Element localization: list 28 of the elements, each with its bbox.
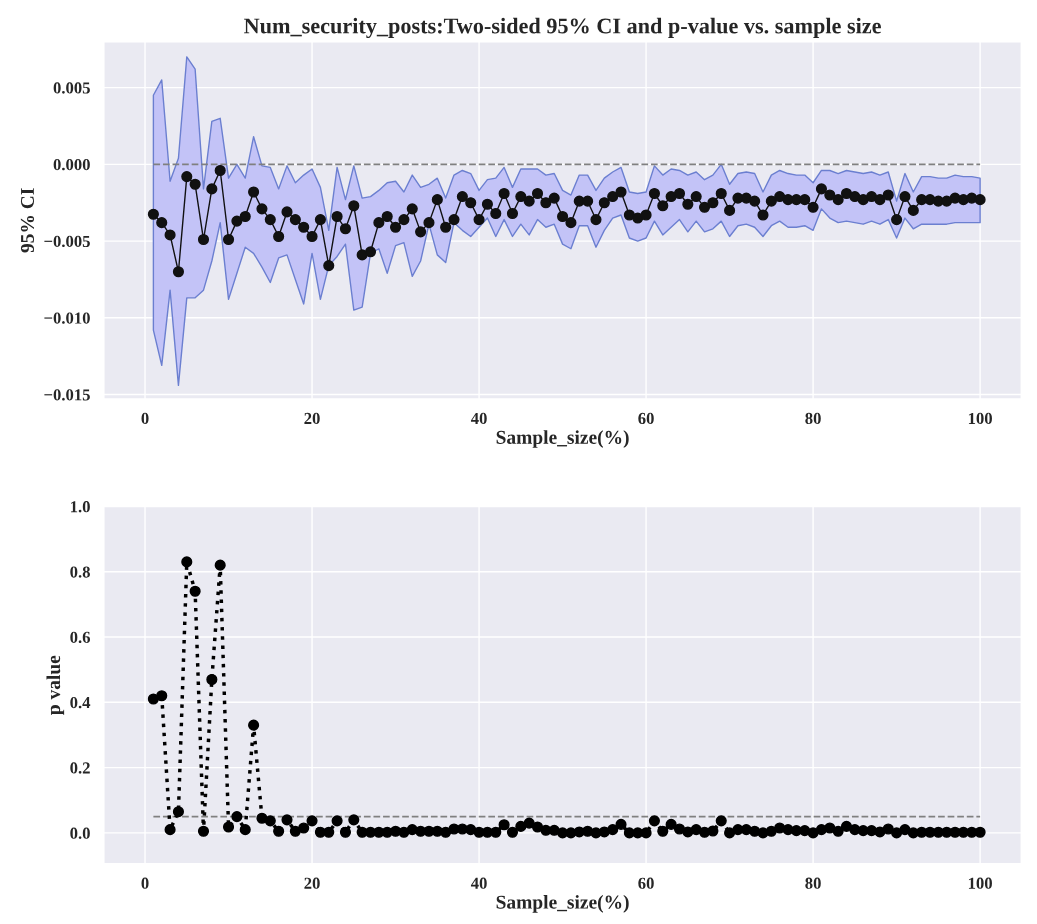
y-tick-label: −0.010	[44, 312, 90, 324]
y-tick-label: 0.8	[70, 566, 90, 578]
x-tick-label: 60	[638, 877, 654, 889]
x-tick-label: 0	[141, 877, 149, 889]
y-tick-label: 0.6	[70, 631, 91, 644]
chart-title: Num_security_posts:Two-sided 95% CI and p-value vs. sample size	[244, 17, 881, 39]
y-tick-label: 0.000	[53, 159, 90, 171]
x-tick-label: 20	[304, 412, 320, 425]
x-axis-title: Sample_size(%)	[496, 430, 629, 448]
x-axis-title: Sample_size(%)	[496, 895, 629, 913]
x-tick-label: 80	[805, 412, 821, 425]
y-axis-title: 95% CI	[20, 188, 35, 253]
y-tick-label: 0.0	[70, 827, 90, 839]
y-tick-label: 0.005	[53, 82, 90, 94]
x-tick-label: 40	[470, 877, 487, 889]
y-axis-title: p value	[46, 655, 65, 715]
x-tick-label: 100	[968, 877, 992, 889]
y-tick-label: 1.0	[71, 501, 90, 513]
x-tick-label: 0	[141, 412, 149, 425]
y-tick-label: 0.2	[70, 762, 90, 774]
y-tick-label: −0.015	[44, 389, 90, 401]
x-tick-label: 80	[805, 877, 821, 889]
x-tick-label: 100	[968, 412, 992, 425]
x-tick-label: 60	[638, 412, 654, 425]
y-tick-label: −0.005	[44, 235, 90, 248]
x-tick-label: 20	[304, 877, 320, 889]
x-tick-label: 40	[470, 412, 487, 425]
y-tick-label: 0.4	[70, 697, 91, 709]
